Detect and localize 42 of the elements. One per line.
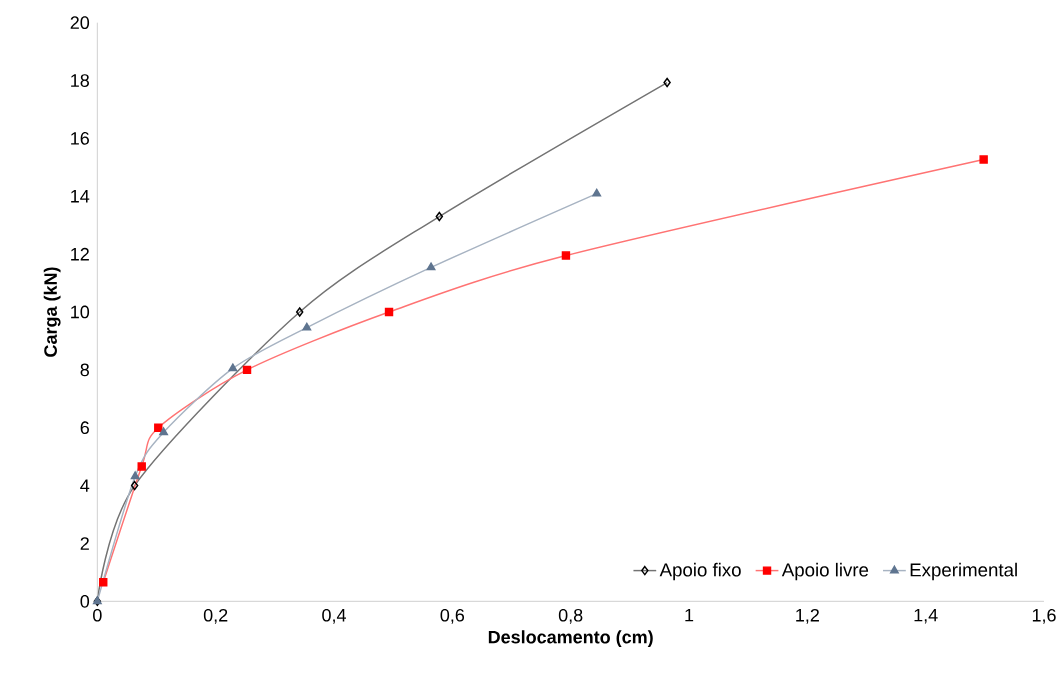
legend-label: Apoio fixo <box>659 562 741 581</box>
point <box>137 462 146 471</box>
x-tick-label: 1 <box>685 608 694 622</box>
y-axis-title: Carga (kN) <box>43 267 61 357</box>
point <box>159 427 169 436</box>
point <box>663 77 671 88</box>
legend-label: Experimental <box>910 562 1017 581</box>
x-tick-label: 0 <box>93 608 102 622</box>
point <box>228 363 238 372</box>
point <box>426 262 436 271</box>
point <box>130 480 139 491</box>
x-tick-label: 1,4 <box>914 608 938 624</box>
y-tick-label: 6 <box>80 421 89 435</box>
point <box>295 307 304 317</box>
x-axis-title: Deslocamento (cm) <box>488 630 653 648</box>
y-tick-label: 0 <box>80 594 90 608</box>
x-tick-label: 0,2 <box>203 608 228 624</box>
point <box>384 307 394 317</box>
point <box>592 188 602 197</box>
y-tick-label: 4 <box>80 479 90 492</box>
x-tick-label: 0,6 <box>440 608 465 624</box>
point <box>302 322 312 331</box>
y-tick-label: 16 <box>71 132 89 145</box>
point <box>154 423 163 432</box>
y-tick-label: 20 <box>70 16 90 30</box>
point <box>130 471 140 480</box>
x-tick-label: 0,8 <box>558 608 583 624</box>
x-tick-label: 1,6 <box>1032 608 1056 624</box>
y-tick-label: 2 <box>80 537 89 550</box>
y-tick-label: 12 <box>71 247 89 261</box>
point <box>561 251 571 260</box>
x-tick-label: 1,2 <box>796 608 819 624</box>
point <box>242 365 252 375</box>
point <box>99 578 108 587</box>
point <box>979 155 988 164</box>
y-tick-label: 14 <box>71 190 90 203</box>
legend-label: Apoio livre <box>781 562 869 581</box>
x-tick-label: 0,4 <box>322 608 346 624</box>
y-tick-label: 18 <box>71 74 89 87</box>
point <box>435 211 444 222</box>
y-tick-label: 8 <box>80 363 89 377</box>
y-tick-label: 10 <box>71 305 90 319</box>
